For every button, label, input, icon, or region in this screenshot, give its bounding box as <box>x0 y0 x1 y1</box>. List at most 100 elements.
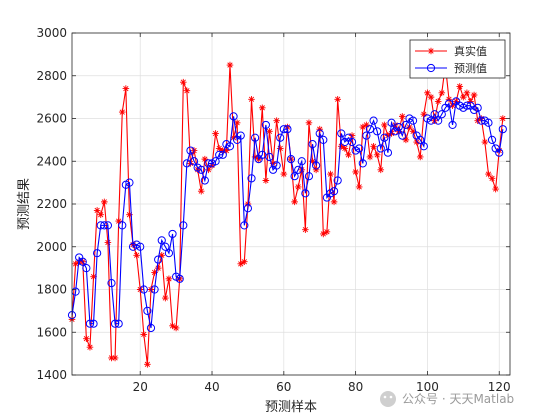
marker-predicted-point <box>365 125 375 134</box>
marker-actual-point <box>208 162 216 169</box>
marker-actual-point <box>402 136 410 144</box>
marker-actual-point <box>251 153 259 161</box>
marker-actual-point <box>345 151 352 159</box>
marker-predicted-point <box>139 285 148 294</box>
marker-predicted-point <box>82 264 91 273</box>
marker-predicted-point <box>164 249 174 258</box>
marker-predicted-point <box>240 221 249 230</box>
marker-predicted-point <box>215 150 224 159</box>
marker-actual-point <box>165 275 173 283</box>
marker-actual-point <box>172 324 180 332</box>
marker-predicted-point <box>236 131 245 140</box>
marker-actual-point <box>398 113 406 120</box>
marker-predicted-point <box>437 110 446 119</box>
marker-predicted-point <box>477 116 486 125</box>
marker-predicted-point <box>286 155 296 164</box>
x-tick-label: 100 <box>416 380 439 394</box>
marker-actual-point <box>377 166 385 174</box>
marker-predicted-point <box>319 135 328 144</box>
marker-actual-point <box>302 226 309 233</box>
marker-predicted-point <box>329 187 339 196</box>
marker-predicted-point <box>358 159 367 168</box>
marker-predicted-point <box>434 116 443 125</box>
marker-predicted-point <box>294 165 303 174</box>
axis-ticks: 20 40 60 80 100 120 1400 1600 1800 2000 2200 2400 26… <box>36 26 510 394</box>
marker-predicted-point <box>297 157 306 166</box>
marker-predicted-point <box>146 323 156 333</box>
marker-predicted-point <box>85 319 95 328</box>
marker-actual-point <box>467 98 474 105</box>
x-tick-label: 40 <box>204 380 219 394</box>
marker-actual-point <box>488 175 496 182</box>
marker-actual-point <box>273 117 280 124</box>
marker-actual-point <box>104 239 112 246</box>
marker-actual-point <box>258 104 266 112</box>
marker-actual-point <box>456 83 464 90</box>
marker-actual-point <box>118 108 126 116</box>
marker-actual-point <box>126 211 133 218</box>
marker-actual-point <box>108 354 115 362</box>
marker-predicted-point <box>78 257 87 266</box>
marker-predicted-point <box>308 140 317 149</box>
marker-actual-point <box>183 87 191 95</box>
marker-predicted-point <box>204 159 213 168</box>
legend-box <box>409 39 506 79</box>
marker-predicted-point <box>419 142 428 151</box>
marker-predicted-point <box>261 120 270 130</box>
marker-actual-point <box>334 95 341 103</box>
marker-predicted-point <box>179 221 188 230</box>
marker-actual-point <box>83 335 90 342</box>
marker-actual-point <box>212 130 219 137</box>
marker-actual-point <box>280 170 288 178</box>
marker-actual-point <box>305 119 313 127</box>
wechat-icon <box>380 391 396 407</box>
marker-actual-point <box>427 93 435 101</box>
legend-marker-actual <box>427 47 435 55</box>
marker-predicted-point <box>103 221 113 230</box>
marker-predicted-point <box>283 125 292 134</box>
marker-actual-point <box>262 177 270 184</box>
marker-actual-point <box>363 121 370 129</box>
marker-predicted-point <box>258 150 267 159</box>
legend-label-predicted: 预测值 <box>454 62 487 75</box>
marker-actual-point <box>323 228 331 236</box>
marker-actual-point <box>366 153 374 161</box>
marker-actual-point <box>179 78 187 86</box>
marker-predicted-point <box>462 101 472 110</box>
marker-actual-point <box>215 145 223 152</box>
marker-actual-point <box>434 98 442 105</box>
marker-actual-point <box>291 198 298 206</box>
marker-actual-point <box>219 147 227 154</box>
marker-actual-point <box>327 170 334 178</box>
marker-predicted-point <box>383 148 393 157</box>
marker-actual-point <box>337 142 345 150</box>
y-tick-label: 2000 <box>36 240 67 254</box>
x-axis-label: 预测样本 <box>265 400 317 415</box>
marker-predicted-point <box>150 285 159 294</box>
marker-predicted-point <box>182 159 191 168</box>
marker-predicted-point <box>444 99 454 108</box>
marker-predicted-point <box>225 142 235 151</box>
marker-predicted-point <box>114 319 123 328</box>
marker-predicted-point <box>89 319 98 328</box>
marker-actual-point <box>477 115 485 122</box>
marker-predicted-point <box>154 255 163 264</box>
marker-predicted-point <box>161 242 170 251</box>
marker-actual-point <box>230 134 237 142</box>
marker-predicted-point <box>398 131 407 140</box>
marker-predicted-point <box>272 161 281 170</box>
marker-actual-point <box>122 85 130 92</box>
marker-actual-point <box>276 145 284 152</box>
marker-actual-point <box>72 260 79 268</box>
marker-predicted-point <box>369 116 378 125</box>
marker-predicted-point <box>498 125 507 134</box>
legend-item-actual: 真实值 <box>415 44 487 58</box>
marker-actual-point <box>248 95 255 103</box>
marker-actual-point <box>169 322 176 330</box>
marker-predicted-point <box>484 118 493 127</box>
marker-actual-point <box>445 95 453 103</box>
marker-actual-point <box>101 198 108 206</box>
marker-predicted-point <box>197 165 206 174</box>
marker-predicted-point <box>416 135 425 144</box>
